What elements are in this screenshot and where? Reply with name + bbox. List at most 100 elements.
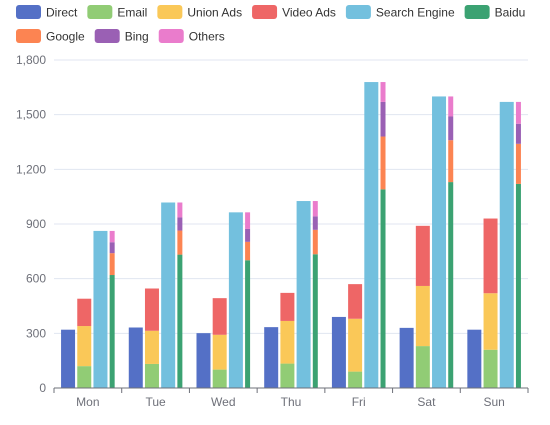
bar-segment[interactable]: [312, 216, 318, 230]
bar-segment[interactable]: [415, 346, 430, 388]
bar-segment[interactable]: [109, 242, 115, 254]
legend-swatch: [16, 5, 41, 19]
bar-segment[interactable]: [77, 298, 92, 327]
x-tick-label: Wed: [211, 395, 235, 409]
x-tick-label: Mon: [76, 395, 99, 409]
bar-segment[interactable]: [280, 363, 295, 388]
x-tick-label: Sat: [417, 395, 436, 409]
legend-swatch: [94, 29, 120, 43]
bar-segment[interactable]: [144, 288, 159, 331]
bar-segment[interactable]: [515, 183, 521, 388]
bar-segment[interactable]: [380, 189, 386, 388]
legend-label: Baidu: [495, 6, 526, 20]
bar-segment[interactable]: [77, 366, 92, 388]
legend-item[interactable]: Baidu: [464, 5, 526, 20]
bar-segment[interactable]: [144, 330, 159, 364]
bar-segment[interactable]: [212, 334, 227, 370]
bar-segment[interactable]: [109, 275, 115, 388]
bar-segment[interactable]: [515, 143, 521, 184]
bar-segment[interactable]: [364, 82, 379, 388]
bar-segment[interactable]: [499, 101, 514, 389]
bar-segment[interactable]: [312, 201, 318, 217]
bar-segment[interactable]: [467, 329, 482, 388]
bar-segment[interactable]: [515, 123, 521, 144]
legend-item[interactable]: Search Engine: [345, 5, 455, 20]
bar-segment[interactable]: [312, 229, 318, 255]
bar-segment[interactable]: [228, 212, 243, 388]
bar-segment[interactable]: [212, 298, 227, 335]
bar-segment[interactable]: [448, 96, 454, 117]
bar-segment[interactable]: [109, 230, 115, 243]
bar-segment[interactable]: [448, 182, 454, 388]
bar-segment[interactable]: [161, 202, 176, 388]
bar-segment[interactable]: [109, 253, 115, 276]
bar-segment[interactable]: [61, 329, 76, 388]
legend-label: Google: [46, 30, 85, 44]
legend-swatch: [157, 5, 183, 19]
bar-segment[interactable]: [483, 293, 498, 350]
legend-item[interactable]: Bing: [94, 29, 149, 44]
bar-segment[interactable]: [483, 218, 498, 294]
legend-swatch: [87, 5, 113, 19]
legend-label: Direct: [46, 6, 78, 20]
bar-segment[interactable]: [380, 101, 386, 137]
bar-segment[interactable]: [348, 284, 363, 319]
y-tick-label: 600: [26, 272, 46, 286]
legend-label: Search Engine: [376, 6, 455, 20]
bar-segment[interactable]: [280, 292, 295, 321]
legend-item[interactable]: Union Ads: [157, 5, 242, 20]
legend: Direct Email Union Ads Video Ads Search Engi…: [16, 5, 525, 44]
bar-segment[interactable]: [380, 82, 386, 102]
y-tick-label: 1,800: [16, 53, 46, 67]
y-tick-label: 1,200: [16, 162, 46, 176]
legend-item[interactable]: Direct: [16, 5, 78, 20]
bar-segment[interactable]: [245, 241, 251, 261]
bar-segment[interactable]: [331, 316, 346, 388]
bar-segment[interactable]: [128, 327, 143, 388]
bar-segment[interactable]: [399, 327, 414, 388]
legend-label: Video Ads: [282, 6, 336, 20]
bar-segment[interactable]: [245, 212, 251, 229]
bar-segment[interactable]: [93, 230, 108, 388]
bar-segment[interactable]: [312, 254, 318, 388]
legend-item[interactable]: Others: [158, 29, 225, 44]
bar-segment[interactable]: [448, 116, 454, 141]
legend-swatch: [252, 5, 278, 19]
bar-segment[interactable]: [515, 101, 521, 124]
axes: 0 300 600 900 1,200 1,500 1,800 Mon Tue Wed Thu Fri…: [16, 53, 529, 409]
bar-segment[interactable]: [196, 333, 211, 388]
legend-label: Others: [189, 30, 225, 44]
bar-segment[interactable]: [245, 260, 251, 388]
bar-segment[interactable]: [415, 225, 430, 286]
y-tick-label: 0: [39, 381, 46, 395]
bar-segment[interactable]: [348, 371, 363, 388]
legend-swatch: [16, 29, 41, 43]
legend-item[interactable]: Google: [16, 29, 85, 44]
bar-segment[interactable]: [177, 230, 183, 255]
bar-segment[interactable]: [380, 136, 386, 190]
bar-segment[interactable]: [144, 363, 159, 388]
bar-segment[interactable]: [245, 228, 251, 242]
bar-segment[interactable]: [448, 140, 454, 183]
bar-segment[interactable]: [177, 254, 183, 388]
bar-segment[interactable]: [348, 318, 363, 372]
legend-item[interactable]: Video Ads: [252, 5, 336, 20]
bar-segment[interactable]: [177, 202, 183, 218]
bar-segment[interactable]: [212, 369, 227, 388]
legend-item[interactable]: Email: [87, 5, 147, 20]
legend-swatch: [464, 5, 490, 19]
bar-segment[interactable]: [432, 96, 447, 388]
bars: [61, 82, 521, 389]
legend-swatch: [345, 5, 371, 19]
bar-segment[interactable]: [264, 327, 279, 388]
bar-segment[interactable]: [483, 349, 498, 388]
y-tick-label: 300: [26, 326, 46, 340]
bar-segment[interactable]: [77, 326, 92, 367]
bar-segment[interactable]: [177, 217, 183, 231]
bar-segment[interactable]: [415, 285, 430, 347]
legend-label: Email: [117, 6, 147, 20]
bar-segment[interactable]: [280, 320, 295, 364]
bar-segment[interactable]: [296, 201, 311, 388]
y-tick-label: 900: [26, 217, 46, 231]
x-tick-label: Fri: [352, 395, 366, 409]
